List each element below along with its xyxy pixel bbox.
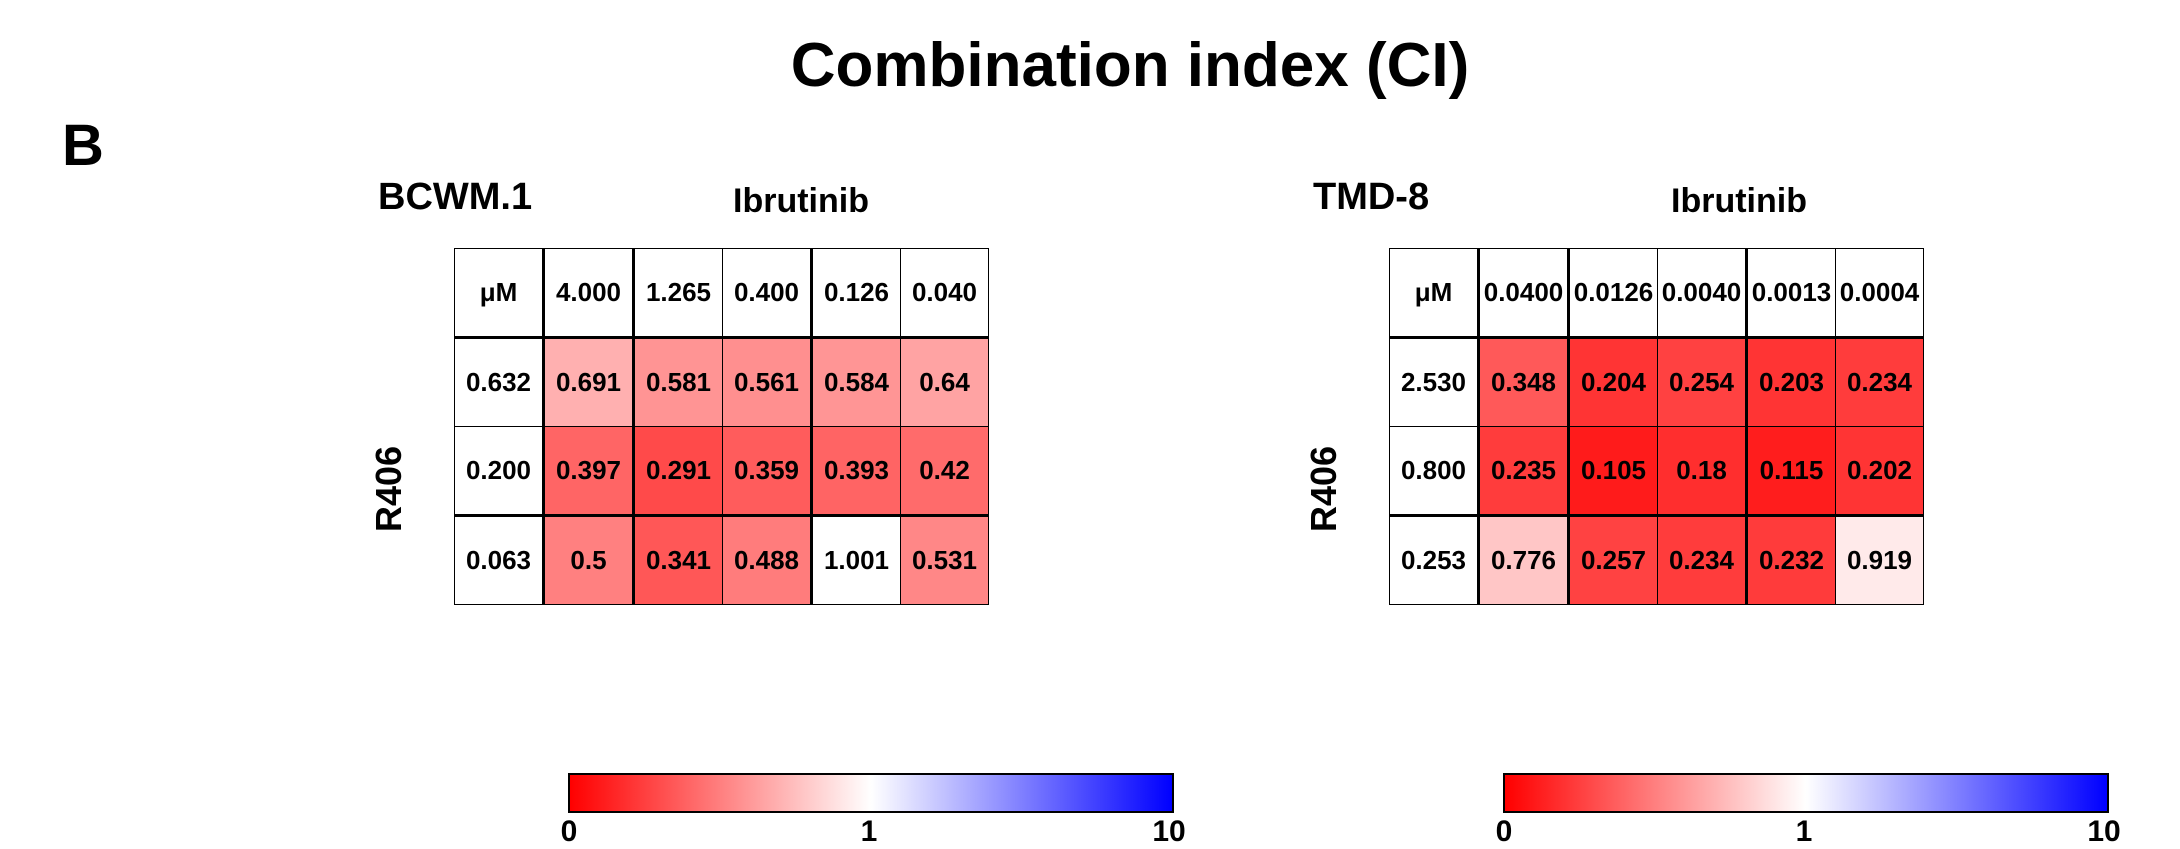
heatmap-cell: 0.234 xyxy=(1835,336,1924,427)
heatmap-cell: 0.341 xyxy=(632,514,723,605)
heatmap-cell: 0.359 xyxy=(722,426,812,516)
heatmap-cell: 0.235 xyxy=(1477,426,1569,516)
row-header: 0.800 xyxy=(1389,426,1479,516)
heatmap-table: μM 0.0400 0.0126 0.0040 0.0013 0.0004 2.530 0.3… xyxy=(1389,248,1924,605)
row-header: 0.632 xyxy=(454,336,544,427)
heatmap-cell: 0.488 xyxy=(722,514,812,605)
row-header: 2.530 xyxy=(1389,336,1479,427)
heatmap-cell: 1.001 xyxy=(810,514,901,605)
column-header: 0.0400 xyxy=(1477,248,1569,338)
heatmap-panel-bcwm1: BCWM.1 Ibrutinib R406 μM 4.000 1.265 0.400 0… xyxy=(368,170,1186,848)
unit-label: μM xyxy=(454,248,544,338)
panel-label: B xyxy=(62,113,104,178)
heatmap-cell: 0.234 xyxy=(1657,514,1747,605)
colorbar-tick: 1 xyxy=(1795,815,1813,848)
y-axis-label: R406 xyxy=(368,445,410,533)
figure-title: Combination index (CI) xyxy=(790,31,1470,100)
heatmap-cell: 0.204 xyxy=(1567,336,1658,427)
row-header: 0.063 xyxy=(454,514,544,605)
column-header: 0.040 xyxy=(900,248,989,338)
panel-title: TMD-8 xyxy=(1313,176,1430,218)
colorbar-tick: 1 xyxy=(860,815,878,848)
panel-title: BCWM.1 xyxy=(378,176,533,218)
heatmap-cell: 0.105 xyxy=(1567,426,1658,516)
row-header: 0.253 xyxy=(1389,514,1479,605)
heatmap-cell: 0.348 xyxy=(1477,336,1569,427)
colorbar-tick: 0 xyxy=(560,815,578,848)
heatmap-cell: 0.5 xyxy=(542,514,634,605)
row-header: 0.200 xyxy=(454,426,544,516)
column-header: 4.000 xyxy=(542,248,634,338)
colorbar-tick: 10 xyxy=(1152,815,1186,848)
heatmap-cell: 0.919 xyxy=(1835,514,1924,605)
column-header: 0.0126 xyxy=(1567,248,1658,338)
heatmap-cell: 0.581 xyxy=(632,336,723,427)
heatmap-cell: 0.397 xyxy=(542,426,634,516)
unit-label: μM xyxy=(1389,248,1479,338)
column-header: 0.0004 xyxy=(1835,248,1924,338)
heatmap-cell: 0.254 xyxy=(1657,336,1747,427)
column-header: 0.0040 xyxy=(1657,248,1747,338)
heatmap-cell: 0.18 xyxy=(1657,426,1747,516)
heatmap-cell: 0.232 xyxy=(1745,514,1836,605)
heatmap-cell: 0.691 xyxy=(542,336,634,427)
column-header: 0.400 xyxy=(722,248,812,338)
y-axis-label: R406 xyxy=(1303,445,1345,533)
heatmap-cell: 0.561 xyxy=(722,336,812,427)
column-header: 0.126 xyxy=(810,248,901,338)
heatmap-panel-tmd8: TMD-8 Ibrutinib R406 μM 0.0400 0.0126 0.004… xyxy=(1303,170,2121,848)
heatmap-cell: 0.202 xyxy=(1835,426,1924,516)
heatmap-table: μM 4.000 1.265 0.400 0.126 0.040 0.632 0.691 0.5… xyxy=(454,248,989,605)
heatmap-cell: 0.115 xyxy=(1745,426,1836,516)
x-axis-label: Ibrutinib xyxy=(1671,182,1807,220)
colorbar xyxy=(1503,773,2109,813)
heatmap-cell: 0.393 xyxy=(810,426,901,516)
heatmap-cell: 0.42 xyxy=(900,426,989,516)
heatmap-cell: 0.203 xyxy=(1745,336,1836,427)
colorbar-tick: 10 xyxy=(2087,815,2121,848)
heatmap-cell: 0.64 xyxy=(900,336,989,427)
heatmap-cell: 0.257 xyxy=(1567,514,1658,605)
heatmap-cell: 0.584 xyxy=(810,336,901,427)
x-axis-label: Ibrutinib xyxy=(733,182,869,220)
column-header: 1.265 xyxy=(632,248,723,338)
colorbar-tick: 0 xyxy=(1495,815,1513,848)
heatmap-cell: 0.531 xyxy=(900,514,989,605)
heatmap-cell: 0.291 xyxy=(632,426,723,516)
column-header: 0.0013 xyxy=(1745,248,1836,338)
colorbar xyxy=(568,773,1174,813)
heatmap-cell: 0.776 xyxy=(1477,514,1569,605)
